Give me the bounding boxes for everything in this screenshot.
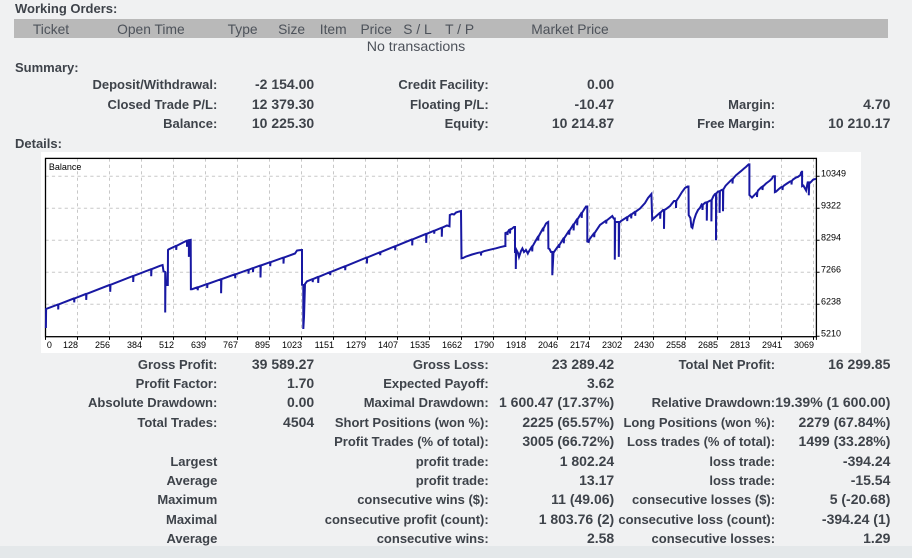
svg-text:1535: 1535: [410, 340, 430, 350]
svg-text:639: 639: [191, 340, 206, 350]
svg-text:767: 767: [223, 340, 238, 350]
svg-text:2813: 2813: [730, 340, 750, 350]
svg-text:1918: 1918: [506, 340, 526, 350]
svg-text:3069: 3069: [794, 340, 814, 350]
svg-text:1790: 1790: [474, 340, 494, 350]
svg-text:7266: 7266: [821, 265, 841, 275]
svg-text:1407: 1407: [378, 340, 398, 350]
svg-text:1279: 1279: [346, 340, 366, 350]
svg-text:5210: 5210: [821, 329, 841, 339]
svg-text:1023: 1023: [282, 340, 302, 350]
svg-text:0: 0: [47, 340, 52, 350]
svg-text:512: 512: [159, 340, 174, 350]
svg-text:2941: 2941: [762, 340, 782, 350]
svg-text:895: 895: [255, 340, 270, 350]
svg-text:256: 256: [95, 340, 110, 350]
svg-text:2558: 2558: [666, 340, 686, 350]
svg-text:128: 128: [63, 340, 78, 350]
svg-text:1662: 1662: [442, 340, 462, 350]
svg-text:2430: 2430: [634, 340, 654, 350]
svg-text:Balance: Balance: [49, 162, 82, 172]
svg-text:2685: 2685: [698, 340, 718, 350]
svg-text:2174: 2174: [570, 340, 590, 350]
svg-text:2302: 2302: [602, 340, 622, 350]
svg-text:2046: 2046: [538, 340, 558, 350]
svg-text:1151: 1151: [315, 340, 334, 350]
svg-text:6238: 6238: [821, 297, 841, 307]
svg-text:384: 384: [127, 340, 142, 350]
svg-text:9322: 9322: [821, 201, 841, 211]
svg-text:8294: 8294: [821, 233, 841, 243]
svg-text:10349: 10349: [821, 169, 846, 179]
